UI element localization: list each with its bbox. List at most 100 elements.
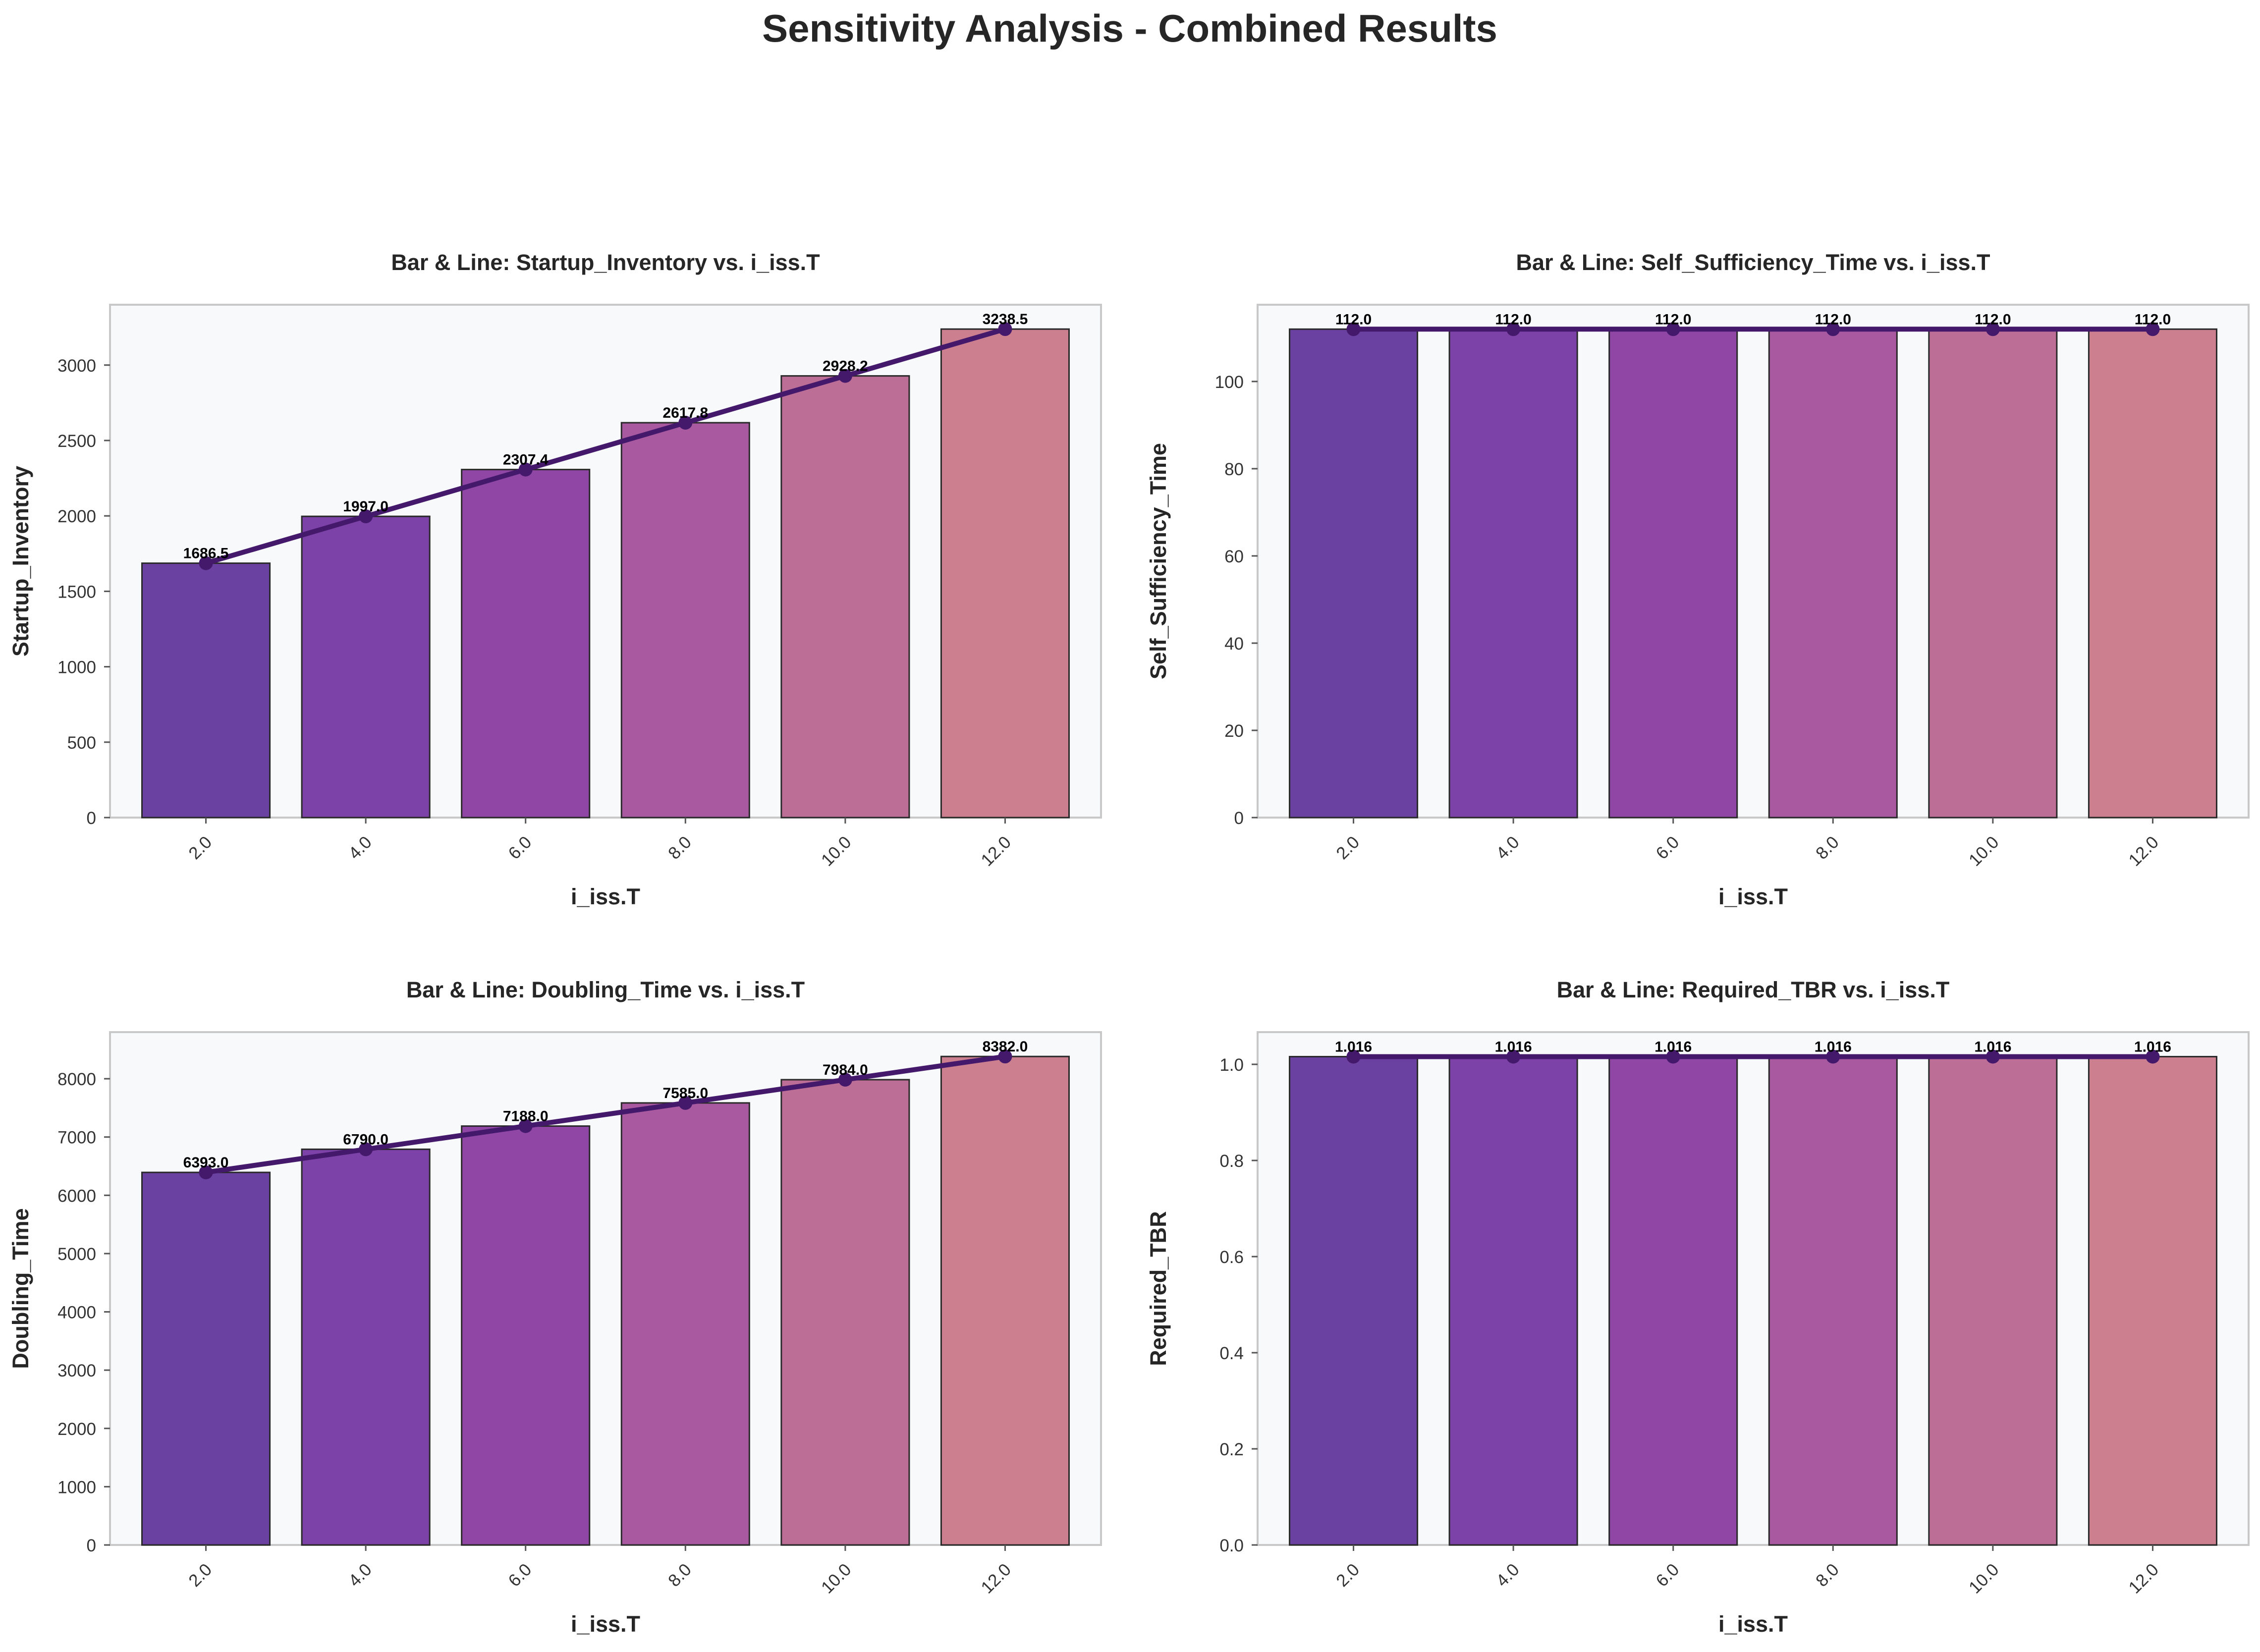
panel-title: Bar & Line: Self_Sufficiency_Time vs. i_… [1516,250,1990,275]
x-tick-label: 6.0 [504,832,535,863]
data-label: 1686.5 [183,546,229,562]
data-label: 1.016 [1495,1039,1532,1055]
line-point [518,1119,533,1133]
y-tick-label: 100 [1215,373,1244,392]
y-tick-label: 80 [1224,460,1244,479]
y-tick-label: 0.8 [1219,1152,1244,1171]
x-tick-label: 10.0 [1965,1560,2003,1597]
data-label: 112.0 [1975,311,2011,328]
bar [780,1079,910,1546]
x-tick-label: 6.0 [1652,832,1683,863]
bar [940,328,1070,819]
x-axis-label: i_iss.T [1718,1611,1788,1637]
data-label: 112.0 [2135,311,2171,328]
line-point [1666,322,1680,336]
plot-area [1257,304,2250,819]
x-tick-label: 12.0 [2125,832,2162,870]
plot-area [109,304,1102,819]
y-tick-label: 40 [1224,634,1244,654]
x-tick-label: 10.0 [1965,832,2003,870]
line-point [1506,1049,1521,1064]
y-tick-label: 0 [1234,809,1244,828]
line-point [1346,1049,1361,1064]
y-tick-label: 1500 [57,582,96,602]
panel-title: Bar & Line: Required_TBR vs. i_iss.T [1557,977,1950,1002]
panel-title: Bar & Line: Startup_Inventory vs. i_iss.… [391,250,820,275]
data-label: 2307.4 [503,452,549,468]
y-tick-label: 3000 [57,356,96,376]
x-tick-label: 2.0 [185,832,216,863]
x-tick-label: 4.0 [1492,832,1523,863]
bar [1289,1055,1419,1546]
y-tick-label: 500 [67,733,96,753]
y-tick-label: 2000 [57,1420,96,1439]
y-tick-label: 6000 [57,1186,96,1206]
x-tick-label: 8.0 [1812,1560,1843,1591]
x-tick-label: 4.0 [345,1560,376,1591]
line-point [2146,1049,2160,1064]
bar [620,422,750,819]
bar [2088,1055,2217,1546]
data-label: 2617.8 [662,405,708,421]
y-tick-label: 3000 [57,1361,96,1380]
y-tick-label: 0.6 [1219,1248,1244,1267]
data-label: 1.016 [2134,1039,2171,1055]
bar [1289,328,1419,819]
y-tick-label: 0 [87,809,96,828]
data-label: 1.016 [1974,1039,2011,1055]
data-label: 6393.0 [183,1155,229,1171]
bar [141,562,271,819]
line-point [1985,322,2000,336]
bar [1768,328,1898,819]
x-axis-label: i_iss.T [571,1611,640,1637]
y-axis-label: Startup_Inventory [8,466,33,657]
bar [301,1148,431,1546]
x-tick-label: 2.0 [1332,832,1363,863]
bar [1608,1055,1738,1546]
bar [620,1102,750,1546]
panel-title: Bar & Line: Doubling_Time vs. i_iss.T [406,977,805,1002]
data-label: 1.016 [1335,1039,1372,1055]
y-tick-label: 0 [87,1536,96,1555]
data-label: 112.0 [1495,311,1531,328]
y-tick-label: 1.0 [1219,1055,1244,1075]
series-line [203,1054,1008,1175]
line-point [838,369,852,383]
y-axis-label: Self_Sufficiency_Time [1146,443,1171,679]
line-point [1985,1049,2000,1064]
data-label: 3238.5 [983,311,1028,328]
line-point [359,1142,373,1156]
y-tick-label: 1000 [57,1478,96,1497]
line-point [678,1096,693,1110]
data-label: 112.0 [1815,311,1851,328]
line-point [1346,322,1361,336]
line-point [359,509,373,524]
y-tick-label: 0.0 [1219,1536,1244,1555]
y-tick-label: 0.2 [1219,1440,1244,1459]
bar [2088,328,2217,819]
series-line [203,327,1008,566]
x-tick-label: 6.0 [504,1560,535,1591]
y-axis-label: Required_TBR [1146,1211,1171,1366]
plot-area [1257,1031,2250,1546]
bar [461,469,591,819]
x-tick-label: 8.0 [664,832,695,863]
x-tick-label: 10.0 [818,832,855,870]
x-tick-label: 8.0 [664,1560,695,1591]
bar [461,1125,591,1546]
data-label: 7585.0 [662,1085,708,1101]
x-axis-label: i_iss.T [571,884,640,909]
x-tick-label: 4.0 [1492,1560,1523,1591]
plot-area [109,1031,1102,1546]
y-tick-label: 8000 [57,1070,96,1089]
bar [141,1171,271,1546]
bar [780,375,910,819]
bar [1928,328,2058,819]
data-label: 2928.2 [823,358,868,375]
data-label: 7188.0 [503,1108,549,1125]
y-tick-label: 7000 [57,1128,96,1148]
x-tick-label: 4.0 [345,832,376,863]
line-point [518,462,533,477]
